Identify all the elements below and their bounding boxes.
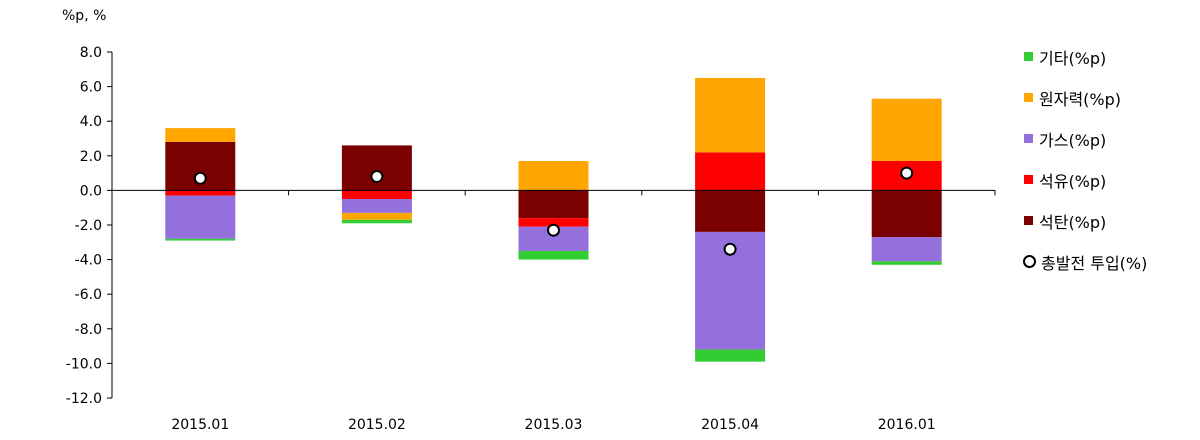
legend-marker	[1023, 255, 1036, 268]
bar-segment	[165, 190, 236, 196]
legend-item: 석탄(%p)	[1024, 200, 1147, 241]
legend-item: 가스(%p)	[1024, 118, 1147, 159]
legend-swatch	[1024, 134, 1033, 143]
bar-segment	[518, 218, 589, 227]
x-axis-category-label: 2015.02	[348, 417, 406, 433]
y-axis-tick-label: 2.0	[80, 149, 102, 165]
y-axis-tick-label: 4.0	[80, 114, 102, 130]
legend-item: 석유(%p)	[1024, 159, 1147, 200]
total-input-marker	[900, 166, 914, 180]
y-axis-tick-label: -6.0	[75, 287, 102, 303]
legend-swatch	[1024, 52, 1033, 61]
bar-segment	[871, 190, 942, 238]
legend-item: 원자력(%p)	[1024, 77, 1147, 118]
legend-label: 석유(%p)	[1039, 171, 1107, 191]
y-axis-tick-label: -2.0	[75, 218, 102, 234]
bar-segment	[341, 190, 412, 200]
bar-segment	[341, 212, 412, 220]
legend-label: 석탄(%p)	[1039, 212, 1107, 232]
bar-segment	[871, 261, 942, 265]
x-axis-category-label: 2015.03	[525, 417, 583, 433]
y-axis-unit-label: %p, %	[62, 8, 107, 24]
legend-swatch	[1024, 175, 1033, 184]
x-axis-category-label: 2015.04	[701, 417, 759, 433]
bar-segment	[695, 152, 766, 191]
legend-item: 기타(%p)	[1024, 36, 1147, 77]
legend-item: 총발전 투입(%)	[1023, 241, 1148, 282]
bar-segment	[518, 190, 589, 219]
bar-segment	[518, 250, 589, 260]
y-axis-tick-label: -10.0	[66, 356, 102, 372]
bar-segment	[341, 199, 412, 213]
legend-swatch	[1024, 216, 1033, 225]
legend: 기타(%p) 원자력(%p) 가스(%p) 석유(%p) 석탄(%p) 총발전 투입(%)	[1023, 36, 1148, 282]
bar-segment	[695, 190, 766, 232]
bar-segment	[695, 77, 766, 153]
legend-label: 가스(%p)	[1039, 130, 1107, 150]
y-axis-tick-label: -12.0	[66, 391, 102, 407]
total-input-marker	[370, 170, 384, 184]
legend-label: 총발전 투입(%)	[1041, 253, 1148, 273]
bar-segment	[871, 98, 942, 161]
y-axis-tick-label: 8.0	[80, 45, 102, 61]
bar-segment	[165, 128, 236, 142]
x-axis-category-label: 2016.01	[878, 417, 936, 433]
bar-segment	[518, 160, 589, 191]
legend-swatch	[1024, 93, 1033, 102]
y-axis-tick-label: -4.0	[75, 253, 102, 269]
bar-segment	[871, 237, 942, 262]
y-axis-tick-label: -8.0	[75, 322, 102, 338]
bar-segment	[165, 238, 236, 241]
total-input-marker	[723, 242, 737, 256]
bar-segment	[165, 195, 236, 239]
legend-label: 원자력(%p)	[1039, 89, 1122, 109]
legend-label: 기타(%p)	[1039, 48, 1107, 68]
bar-segment	[695, 349, 766, 362]
bar-segment	[341, 219, 412, 224]
total-input-marker	[193, 171, 207, 185]
y-axis-tick-label: 0.0	[80, 183, 102, 199]
bar-segment	[341, 145, 412, 191]
y-axis-tick-label: 6.0	[80, 80, 102, 96]
x-axis-category-label: 2015.01	[171, 417, 229, 433]
total-input-marker	[547, 223, 560, 237]
